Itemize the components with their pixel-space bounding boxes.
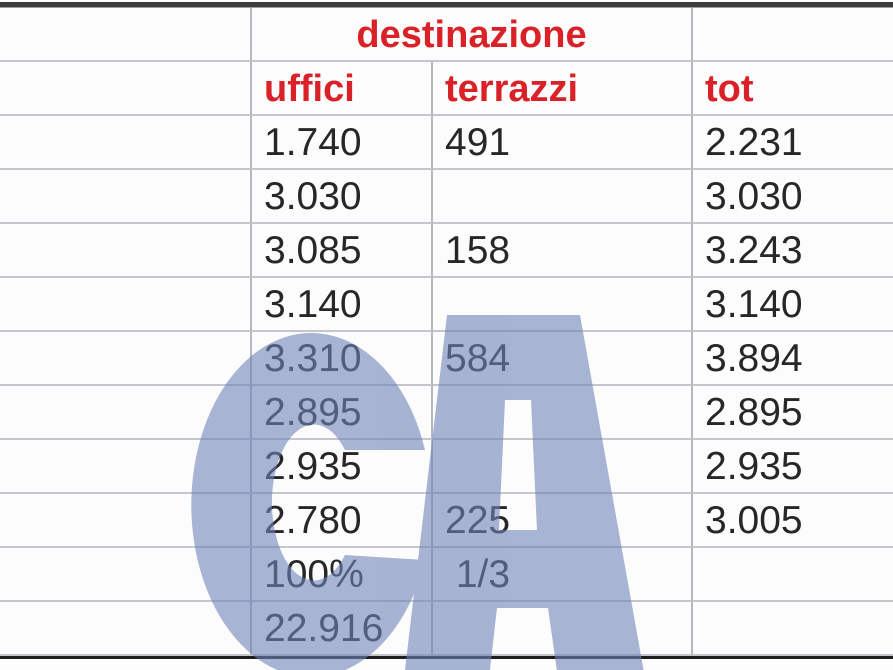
top-thick-border	[0, 2, 893, 8]
cell-terrazzi-r10[interactable]	[433, 602, 693, 656]
cell-terrazzi-r6[interactable]	[433, 386, 693, 440]
header-destinazione[interactable]: destinazione	[252, 8, 693, 62]
cell-uffici-r1[interactable]: 1.740	[252, 116, 433, 170]
cell-uffici-r6[interactable]: 2.895	[252, 386, 433, 440]
cell-terrazzi-r8[interactable]: 225	[433, 494, 693, 548]
cell-terrazzi-r3[interactable]: 158	[433, 224, 693, 278]
cell-uffici-r4[interactable]: 3.140	[252, 278, 433, 332]
bottom-thick-border	[0, 656, 893, 659]
cell-uffici-r8[interactable]: 2.780	[252, 494, 433, 548]
cell-tot-r8[interactable]: 3.005	[693, 494, 893, 548]
header-tot[interactable]: tot	[693, 62, 893, 116]
cell-tot-r3[interactable]: 3.243	[693, 224, 893, 278]
cell-uffici-r7[interactable]: 2.935	[252, 440, 433, 494]
cell-A7[interactable]	[0, 332, 252, 386]
cell-A12[interactable]	[0, 602, 252, 656]
cell-tot-r6[interactable]: 2.895	[693, 386, 893, 440]
cell-uffici-r2[interactable]: 3.030	[252, 170, 433, 224]
cell-tot-r10[interactable]	[693, 602, 893, 656]
cell-A6[interactable]	[0, 278, 252, 332]
cell-terrazzi-r4[interactable]	[433, 278, 693, 332]
cell-A10[interactable]	[0, 494, 252, 548]
cell-A8[interactable]	[0, 386, 252, 440]
cell-tot-r7[interactable]: 2.935	[693, 440, 893, 494]
cell-tot-r5[interactable]: 3.894	[693, 332, 893, 386]
cell-A1[interactable]	[0, 8, 252, 62]
cell-D1[interactable]	[693, 8, 893, 62]
cell-terrazzi-r9[interactable]: 1/3	[433, 548, 693, 602]
cell-A4[interactable]	[0, 170, 252, 224]
cell-uffici-r9[interactable]: 100%	[252, 548, 433, 602]
cell-grid: destinazione uffici terrazzi tot 1.740 4…	[0, 8, 893, 656]
cell-uffici-r10[interactable]: 22.916	[252, 602, 433, 656]
cell-A3[interactable]	[0, 116, 252, 170]
header-uffici[interactable]: uffici	[252, 62, 433, 116]
cell-terrazzi-r7[interactable]	[433, 440, 693, 494]
cell-tot-r4[interactable]: 3.140	[693, 278, 893, 332]
cell-tot-r9[interactable]	[693, 548, 893, 602]
cell-tot-r1[interactable]: 2.231	[693, 116, 893, 170]
top-margin	[0, 0, 893, 2]
cell-A2[interactable]	[0, 62, 252, 116]
cell-A5[interactable]	[0, 224, 252, 278]
cell-tot-r2[interactable]: 3.030	[693, 170, 893, 224]
cell-terrazzi-r1[interactable]: 491	[433, 116, 693, 170]
cell-terrazzi-r5[interactable]: 584	[433, 332, 693, 386]
cell-uffici-r3[interactable]: 3.085	[252, 224, 433, 278]
header-terrazzi[interactable]: terrazzi	[433, 62, 693, 116]
cell-uffici-r5[interactable]: 3.310	[252, 332, 433, 386]
cell-A11[interactable]	[0, 548, 252, 602]
cell-A9[interactable]	[0, 440, 252, 494]
cell-terrazzi-r2[interactable]	[433, 170, 693, 224]
